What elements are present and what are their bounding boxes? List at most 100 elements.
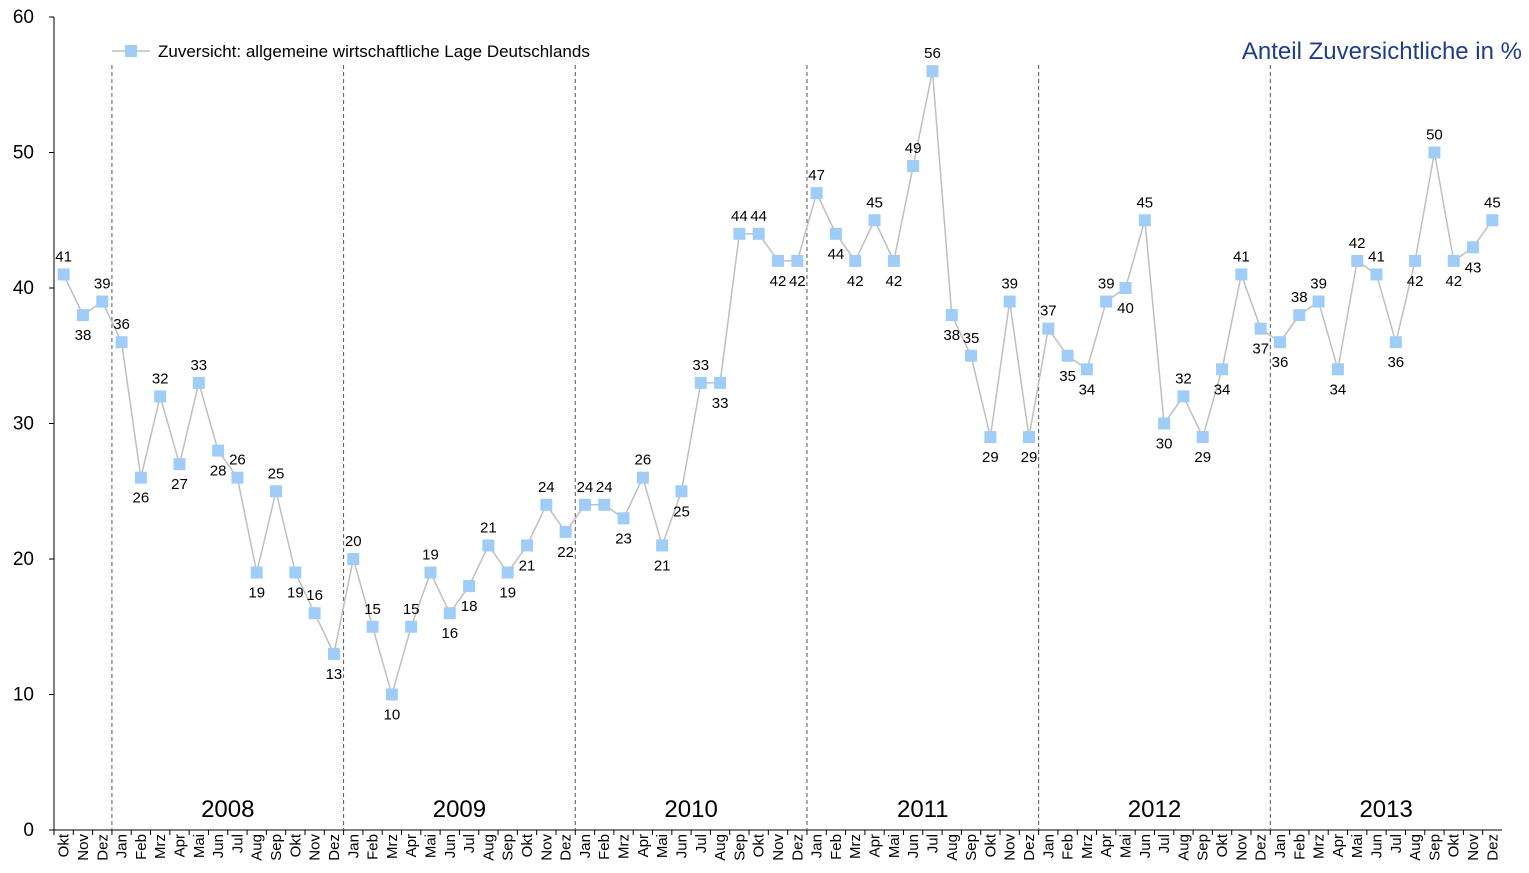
x-tick-label: Nov <box>75 834 92 861</box>
year-label: 2010 <box>664 796 717 823</box>
value-label: 37 <box>1040 303 1057 320</box>
x-tick-label: Dez <box>1021 834 1038 861</box>
x-tick-label: Feb <box>1060 834 1077 860</box>
y-tick-label: 50 <box>13 143 34 164</box>
x-tick-label: Jan <box>1040 834 1057 858</box>
x-tick-label: Jun <box>210 834 227 858</box>
x-tick-label: Okt <box>1214 833 1231 857</box>
value-label: 19 <box>287 585 304 602</box>
marker <box>656 539 669 552</box>
value-label: 38 <box>943 327 960 344</box>
value-label: 42 <box>847 273 864 290</box>
x-tick-label: Feb <box>828 834 845 860</box>
marker <box>1177 390 1190 403</box>
value-label: 25 <box>268 465 285 482</box>
x-tick-label: Dez <box>1484 834 1501 861</box>
x-tick-label: Mai <box>1349 834 1366 858</box>
x-tick-label: Jun <box>673 834 690 858</box>
marker <box>598 498 611 511</box>
x-tick-label: Aug <box>712 834 729 861</box>
marker <box>965 349 978 362</box>
marker <box>1486 214 1499 227</box>
x-tick-label: Sep <box>963 834 980 861</box>
marker <box>733 227 746 240</box>
marker <box>482 539 495 552</box>
value-label: 40 <box>1117 300 1134 317</box>
x-tick-label: Okt <box>287 833 304 857</box>
value-label: 41 <box>55 248 72 265</box>
x-tick-label: Aug <box>480 834 497 861</box>
value-label: 21 <box>519 557 536 574</box>
x-tick-label: Feb <box>133 834 150 860</box>
marker <box>443 607 456 620</box>
x-tick-label: Aug <box>249 834 266 861</box>
marker <box>1370 268 1383 281</box>
x-tick-label: Mrz <box>616 834 633 859</box>
value-label: 38 <box>75 327 92 344</box>
x-tick-label: Dez <box>326 834 343 861</box>
x-tick-label: Mai <box>654 834 671 858</box>
value-label: 19 <box>499 585 516 602</box>
value-label: 42 <box>1445 273 1462 290</box>
marker <box>1428 146 1441 159</box>
value-label: 43 <box>1465 259 1482 276</box>
value-label: 42 <box>1407 273 1424 290</box>
x-tick-label: Dez <box>558 834 575 861</box>
marker <box>1447 254 1460 267</box>
x-tick-label: Feb <box>596 834 613 860</box>
value-label: 45 <box>866 194 883 211</box>
marker <box>617 512 630 525</box>
x-tick-label: Jan <box>345 834 362 858</box>
x-tick-label: Jun <box>1137 834 1154 858</box>
marker <box>849 254 862 267</box>
value-label: 42 <box>1349 235 1366 252</box>
value-label: 16 <box>441 625 458 642</box>
value-label: 44 <box>828 246 845 263</box>
value-label: 24 <box>577 479 594 496</box>
x-tick-label: Apr <box>171 834 188 857</box>
marker <box>289 566 302 579</box>
y-tick-label: 20 <box>13 549 34 570</box>
marker <box>1293 309 1306 322</box>
marker <box>1196 431 1209 444</box>
marker <box>1138 214 1151 227</box>
value-label: 26 <box>133 490 150 507</box>
series-line <box>62 71 1493 698</box>
value-label: 47 <box>808 167 825 184</box>
marker <box>1409 254 1422 267</box>
value-label: 29 <box>1021 449 1038 466</box>
y-tick-label: 30 <box>13 414 34 435</box>
x-tick-label: Nov <box>1002 834 1019 861</box>
x-tick-label: Mai <box>191 834 208 858</box>
value-label: 42 <box>789 273 806 290</box>
marker <box>308 607 321 620</box>
legend-marker <box>125 45 137 57</box>
x-tick-label: Okt <box>1446 833 1463 857</box>
value-label: 19 <box>248 585 265 602</box>
x-tick-label: Sep <box>731 834 748 861</box>
marker <box>405 620 418 633</box>
value-label: 35 <box>1059 368 1076 385</box>
value-label: 34 <box>1330 381 1347 398</box>
value-label: 56 <box>924 45 941 62</box>
marker <box>366 620 379 633</box>
marker <box>887 254 900 267</box>
value-label: 35 <box>963 330 980 347</box>
x-tick-label: Mrz <box>847 834 864 859</box>
value-label: 39 <box>94 276 111 293</box>
marker <box>578 498 591 511</box>
marker <box>772 254 784 267</box>
value-label: 36 <box>1272 354 1289 371</box>
x-tick-label: Jul <box>924 834 941 853</box>
marker <box>424 566 437 579</box>
value-label: 39 <box>1001 276 1018 293</box>
marker <box>96 295 109 308</box>
marker <box>791 254 804 267</box>
marker <box>501 566 514 579</box>
marker <box>385 688 398 701</box>
marker <box>250 566 263 579</box>
x-tick-label: Jan <box>1272 834 1289 858</box>
year-label: 2008 <box>201 796 254 823</box>
marker <box>1254 322 1267 335</box>
x-tick-label: Okt <box>751 833 768 857</box>
